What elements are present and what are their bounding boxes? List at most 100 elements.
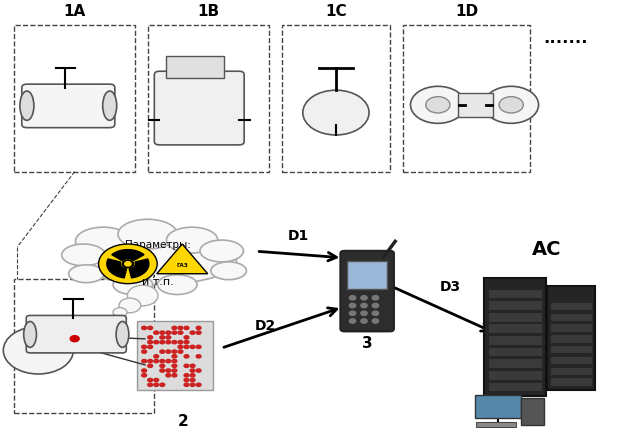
Ellipse shape [61, 244, 105, 266]
FancyBboxPatch shape [489, 348, 541, 356]
Circle shape [190, 331, 195, 334]
FancyBboxPatch shape [489, 359, 541, 367]
Circle shape [172, 341, 177, 344]
Circle shape [160, 350, 164, 353]
Circle shape [141, 374, 147, 377]
Circle shape [122, 260, 134, 268]
FancyBboxPatch shape [475, 395, 521, 418]
Circle shape [160, 341, 164, 344]
Circle shape [99, 244, 157, 284]
Circle shape [196, 345, 201, 348]
Circle shape [184, 374, 189, 377]
Ellipse shape [79, 235, 237, 285]
FancyBboxPatch shape [154, 71, 244, 145]
Polygon shape [107, 259, 127, 278]
Circle shape [148, 383, 152, 386]
Circle shape [184, 345, 189, 348]
FancyBboxPatch shape [550, 335, 591, 342]
Text: D3: D3 [440, 280, 461, 294]
Circle shape [172, 374, 177, 377]
Circle shape [372, 311, 379, 315]
Ellipse shape [24, 322, 36, 347]
Circle shape [178, 350, 183, 353]
Circle shape [196, 326, 201, 330]
Circle shape [125, 262, 131, 266]
Circle shape [484, 86, 539, 123]
FancyBboxPatch shape [550, 324, 591, 331]
Text: 1B: 1B [197, 4, 220, 18]
Circle shape [196, 331, 201, 334]
FancyBboxPatch shape [489, 383, 541, 390]
Circle shape [190, 364, 195, 367]
Ellipse shape [113, 275, 152, 294]
Circle shape [172, 331, 177, 334]
Circle shape [190, 378, 195, 381]
Circle shape [113, 308, 127, 317]
Ellipse shape [157, 275, 197, 294]
Circle shape [172, 364, 177, 367]
Ellipse shape [211, 262, 246, 280]
Circle shape [184, 336, 189, 339]
FancyBboxPatch shape [489, 290, 541, 297]
Circle shape [141, 359, 147, 363]
Circle shape [172, 355, 177, 358]
Ellipse shape [200, 240, 243, 262]
FancyBboxPatch shape [550, 346, 591, 352]
Text: и т.п.: и т.п. [141, 277, 173, 287]
Circle shape [172, 359, 177, 363]
Circle shape [303, 90, 369, 135]
Circle shape [196, 383, 201, 386]
Circle shape [372, 319, 379, 323]
Circle shape [154, 359, 159, 363]
Text: ГАЗ: ГАЗ [177, 263, 188, 268]
FancyBboxPatch shape [166, 56, 225, 78]
Circle shape [184, 341, 189, 344]
Ellipse shape [68, 265, 104, 282]
Circle shape [160, 331, 164, 334]
Ellipse shape [118, 219, 177, 249]
Circle shape [141, 369, 147, 372]
Ellipse shape [116, 322, 129, 347]
Circle shape [148, 341, 152, 344]
Text: 3: 3 [362, 336, 373, 352]
FancyBboxPatch shape [476, 422, 516, 426]
Circle shape [148, 326, 152, 330]
Circle shape [190, 374, 195, 377]
Circle shape [499, 97, 524, 113]
Circle shape [160, 336, 164, 339]
Circle shape [178, 345, 183, 348]
Circle shape [361, 296, 367, 300]
FancyBboxPatch shape [550, 378, 591, 385]
FancyBboxPatch shape [489, 371, 541, 379]
Ellipse shape [76, 227, 131, 255]
Polygon shape [129, 259, 149, 278]
Circle shape [154, 341, 159, 344]
FancyBboxPatch shape [489, 324, 541, 332]
Circle shape [141, 345, 147, 348]
Circle shape [70, 336, 79, 342]
Circle shape [160, 383, 164, 386]
FancyBboxPatch shape [489, 301, 541, 309]
Text: 2: 2 [178, 414, 188, 429]
Circle shape [166, 359, 171, 363]
Circle shape [349, 311, 356, 315]
Circle shape [141, 326, 147, 330]
Circle shape [172, 350, 177, 353]
Circle shape [184, 355, 189, 358]
Circle shape [349, 296, 356, 300]
Circle shape [184, 364, 189, 367]
Circle shape [127, 285, 158, 306]
Circle shape [154, 383, 159, 386]
Circle shape [154, 378, 159, 381]
Text: D2: D2 [255, 319, 276, 333]
Circle shape [166, 350, 171, 353]
Circle shape [166, 331, 171, 334]
FancyBboxPatch shape [550, 303, 591, 309]
Text: Параметры:: Параметры: [125, 240, 191, 250]
Text: 1C: 1C [325, 4, 347, 18]
FancyBboxPatch shape [521, 398, 543, 425]
FancyBboxPatch shape [547, 286, 595, 390]
Circle shape [349, 303, 356, 308]
Circle shape [372, 296, 379, 300]
FancyBboxPatch shape [348, 261, 387, 289]
